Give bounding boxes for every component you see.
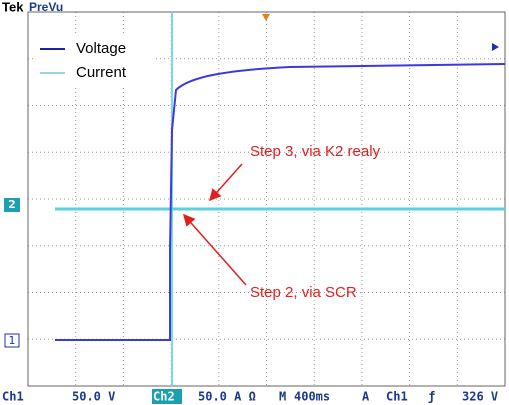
annotation: Step 2, via SCR [250,284,357,301]
status-item: Ch2 [153,390,175,404]
status-item: A [362,390,370,404]
status-item: 326 V [462,390,498,404]
ch1-label: 1 [9,334,16,347]
trigger-position [262,14,270,21]
ch1-marker [4,333,20,348]
annotation: Step 3, via K2 realy [250,143,381,160]
status-item: M [279,390,286,404]
mode: PreVu [29,0,63,14]
legend-label: Current [76,64,127,81]
brand: Tek [2,0,24,14]
status-item: ƒ [428,390,435,404]
plot-frame [27,11,506,387]
ch2-label: 2 [8,198,16,211]
status-item: 400ms [294,390,330,404]
annotation-arrow [209,163,243,202]
status-item: Ch1 [2,390,24,404]
ch2-marker [4,198,20,212]
status-item: Ch1 [386,390,408,404]
trigger-level [492,43,499,51]
status-bar [0,387,509,405]
status-item: 50.0 V [72,390,115,404]
status-item: 50.0 A Ω [198,390,256,404]
legend-label: Voltage [76,40,126,57]
annotation-arrow [183,213,247,286]
ch2-highlight [152,389,182,404]
voltage-trace [55,63,506,341]
legend-box [33,33,153,85]
